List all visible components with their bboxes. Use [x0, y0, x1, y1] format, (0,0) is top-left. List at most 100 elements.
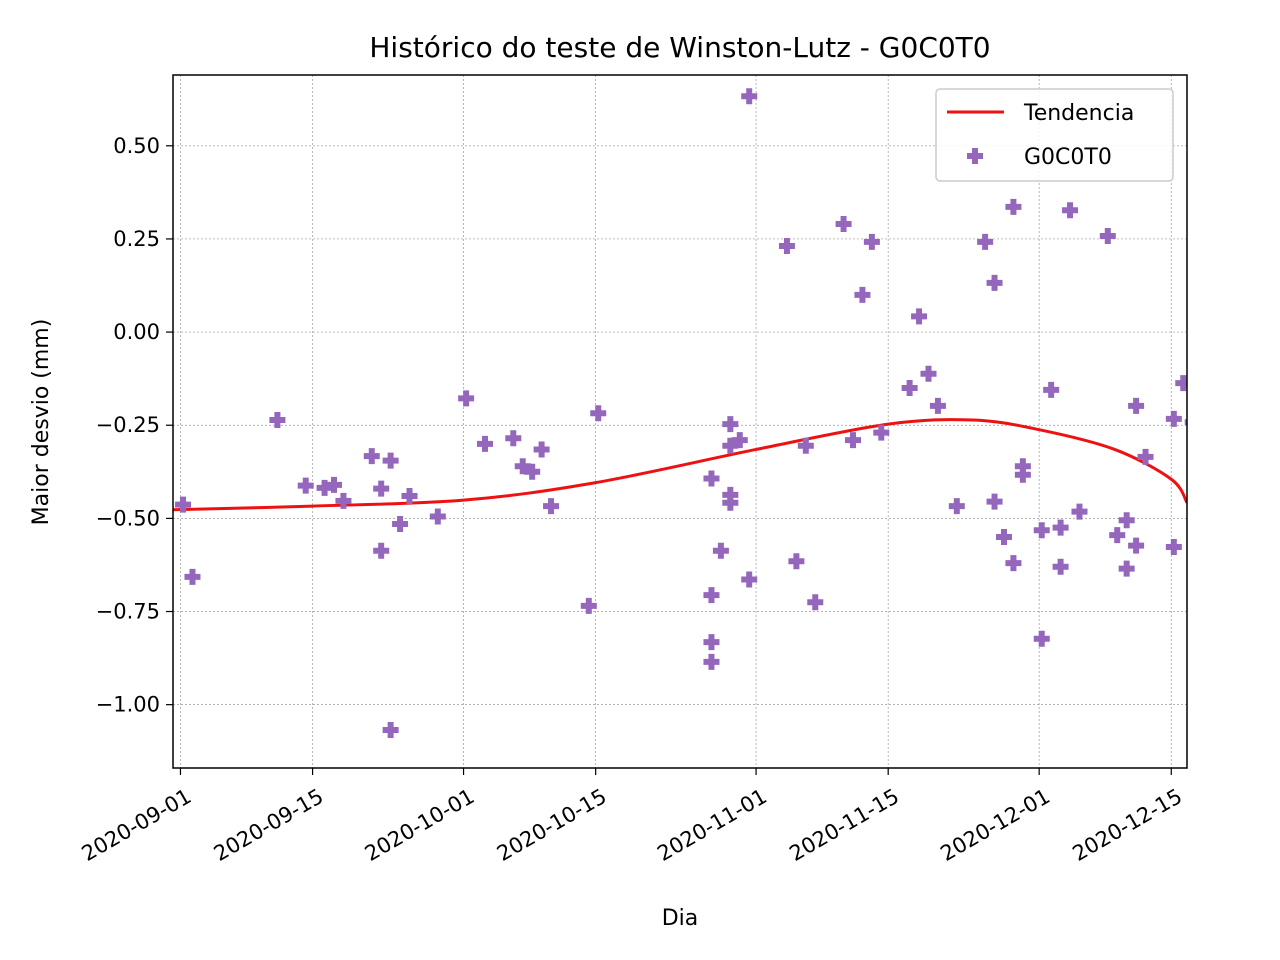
legend: Tendencia G0C0T0: [935, 88, 1174, 182]
data-point: [1005, 555, 1022, 572]
y-tick-label: −0.75: [96, 600, 160, 624]
data-point: [184, 568, 201, 585]
data-point: [873, 424, 890, 441]
data-point: [778, 238, 795, 255]
legend-trend-label: Tendencia: [1023, 101, 1134, 126]
axes-frame: [172, 74, 1188, 769]
data-point: [590, 405, 607, 422]
x-tick-label: 2020-10-15: [493, 784, 611, 866]
data-point: [722, 494, 739, 511]
y-tick-label: 0.50: [113, 134, 160, 158]
data-point: [929, 397, 946, 414]
data-point: [788, 553, 805, 570]
data-point: [722, 437, 739, 454]
data-point: [863, 233, 880, 250]
data-point: [977, 233, 994, 250]
data-point: [1128, 537, 1145, 554]
data-point: [392, 515, 409, 532]
data-point: [1099, 227, 1116, 244]
data-point: [458, 390, 475, 407]
data-point: [1052, 558, 1069, 575]
data-point: [1137, 448, 1154, 465]
data-point: [382, 721, 399, 738]
trend-line: [173, 418, 1187, 512]
data-point: [741, 571, 758, 588]
data-point: [1014, 458, 1031, 475]
data-point: [1128, 397, 1145, 414]
data-point: [543, 498, 560, 515]
data-point: [741, 88, 758, 105]
data-point: [901, 379, 918, 396]
chart-title: Histórico do teste de Winston-Lutz - G0C…: [369, 31, 990, 64]
data-point: [1118, 560, 1135, 577]
data-point: [807, 594, 824, 611]
data-point: [1165, 539, 1182, 556]
x-tick-label: 2020-11-15: [785, 784, 903, 866]
data-point: [373, 480, 390, 497]
data-point: [514, 458, 531, 475]
y-tick-label: −0.25: [96, 413, 160, 437]
data-point: [1043, 381, 1060, 398]
data-point: [731, 432, 748, 449]
data-point: [1118, 512, 1135, 529]
data-point: [1033, 630, 1050, 647]
data-point: [269, 412, 286, 429]
data-point: [1062, 202, 1079, 219]
data-point: [326, 476, 343, 493]
data-point: [373, 542, 390, 559]
data-point: [429, 508, 446, 525]
data-point: [175, 496, 192, 513]
y-tick-label: 0.00: [113, 320, 160, 344]
data-point: [986, 274, 1003, 291]
y-tick-label: 0.25: [113, 227, 160, 251]
data-point: [1109, 527, 1126, 544]
data-point: [986, 493, 1003, 510]
data-point: [297, 477, 314, 494]
data-point: [505, 430, 522, 447]
scatter-series: [175, 88, 1187, 738]
data-point: [703, 470, 720, 487]
data-point: [524, 463, 541, 480]
data-point: [316, 479, 333, 496]
data-point: [533, 441, 550, 458]
data-point: [712, 542, 729, 559]
legend-points-swatch: [967, 148, 983, 164]
data-point: [580, 597, 597, 614]
data-point: [920, 365, 937, 382]
data-point: [1071, 503, 1088, 520]
data-point: [703, 653, 720, 670]
data-point: [1033, 522, 1050, 539]
x-tick-label: 2020-10-01: [361, 784, 479, 866]
x-axis: 2020-09-01 2020-09-15 2020-10-01 2020-10-15…: [78, 768, 1186, 866]
data-point: [995, 529, 1012, 545]
x-tick-label: 2020-12-01: [936, 784, 1054, 866]
data-point: [1175, 375, 1187, 392]
data-point: [1014, 466, 1031, 483]
y-tick-label: −1.00: [96, 693, 160, 717]
data-point: [722, 416, 739, 433]
x-tick-label: 2020-11-01: [653, 784, 771, 866]
x-axis-label: Dia: [662, 906, 699, 931]
data-point: [476, 435, 493, 452]
data-point: [835, 216, 852, 233]
data-point: [797, 437, 814, 454]
data-point: [911, 308, 928, 325]
x-tick-label: 2020-09-01: [78, 784, 196, 866]
data-point: [845, 432, 862, 449]
y-axis: 0.50 0.25 0.00 −0.25 −0.50 −0.75 −1.00: [96, 134, 173, 717]
data-point: [703, 634, 720, 651]
y-axis-label: Maior desvio (mm): [29, 319, 54, 526]
data-point: [948, 498, 965, 515]
data-point: [1052, 519, 1069, 536]
data-point: [401, 488, 418, 505]
plot-area: [173, 88, 1187, 738]
y-tick-label: −0.50: [96, 506, 160, 530]
x-tick-label: 2020-12-15: [1068, 784, 1186, 866]
x-tick-label: 2020-09-15: [210, 784, 328, 866]
data-point: [335, 492, 352, 509]
legend-points-label: G0C0T0: [1024, 145, 1112, 170]
data-point: [854, 286, 871, 303]
data-point: [363, 448, 380, 465]
data-point: [382, 452, 399, 469]
